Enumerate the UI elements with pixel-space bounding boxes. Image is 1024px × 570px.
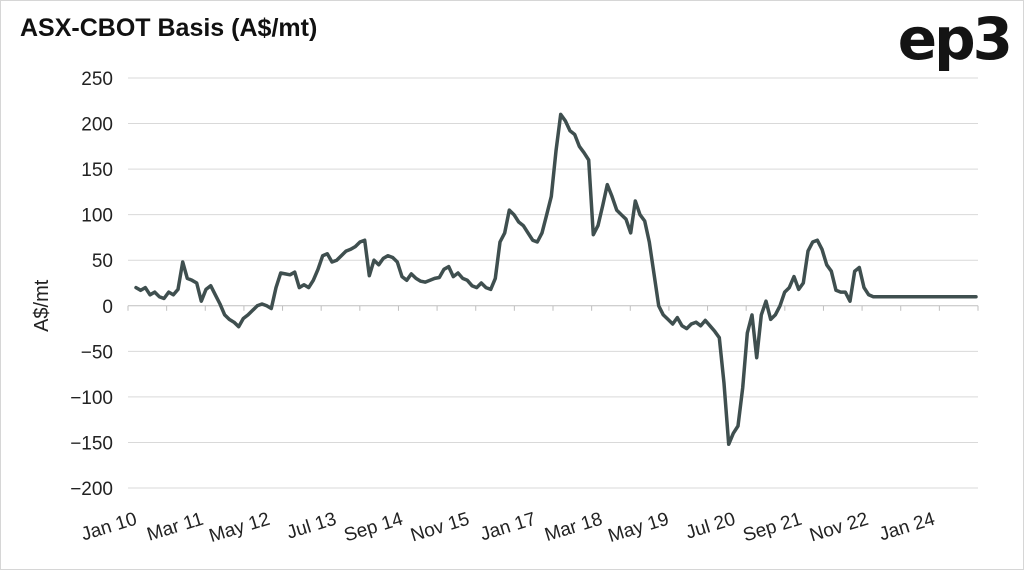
y-tick-label: −50 — [81, 342, 113, 363]
y-tick-label: 150 — [81, 160, 113, 181]
x-tick-label: Nov 22 — [807, 509, 871, 547]
x-tick-label: Jul 13 — [284, 509, 339, 544]
x-tick-label: Jan 24 — [877, 509, 938, 546]
ep3-logo: ep3 — [897, 5, 1013, 73]
y-tick-label: 0 — [102, 297, 113, 318]
x-tick-label: May 19 — [606, 509, 672, 547]
gridlines — [127, 77, 979, 489]
chart-title: ASX-CBOT Basis (A$/mt) — [20, 14, 318, 42]
x-tick-label: Jan 10 — [79, 509, 140, 546]
x-tick-labels: Jan 10 Mar 11 May 12 Jul 13 Sep 14 Nov 15 Jan … — [79, 509, 938, 547]
x-tick-label: Jul 20 — [683, 509, 738, 544]
y-tick-label: 100 — [81, 206, 113, 227]
y-tick-label: 250 — [81, 69, 113, 90]
y-tick-labels: 250 200 150 100 50 0 −50 −100 −150 −200 — [70, 69, 113, 500]
y-axis-label: A$/mt — [31, 279, 53, 332]
x-tick-label: Jan 17 — [478, 509, 539, 546]
x-tick-label: May 12 — [207, 509, 273, 547]
y-tick-label: −200 — [70, 479, 113, 500]
x-tick-label: Mar 11 — [145, 509, 206, 546]
x-tick-label: Nov 15 — [408, 509, 472, 547]
x-tick-label: Sep 21 — [741, 509, 805, 547]
y-tick-label: 200 — [81, 115, 113, 136]
x-tick-label: Sep 14 — [342, 509, 406, 547]
y-tick-label: −100 — [70, 388, 113, 409]
y-tick-label: −150 — [70, 433, 113, 454]
y-tick-label: 50 — [92, 251, 113, 272]
x-tick-label: Mar 18 — [542, 509, 605, 546]
basis-series-line — [134, 112, 978, 447]
